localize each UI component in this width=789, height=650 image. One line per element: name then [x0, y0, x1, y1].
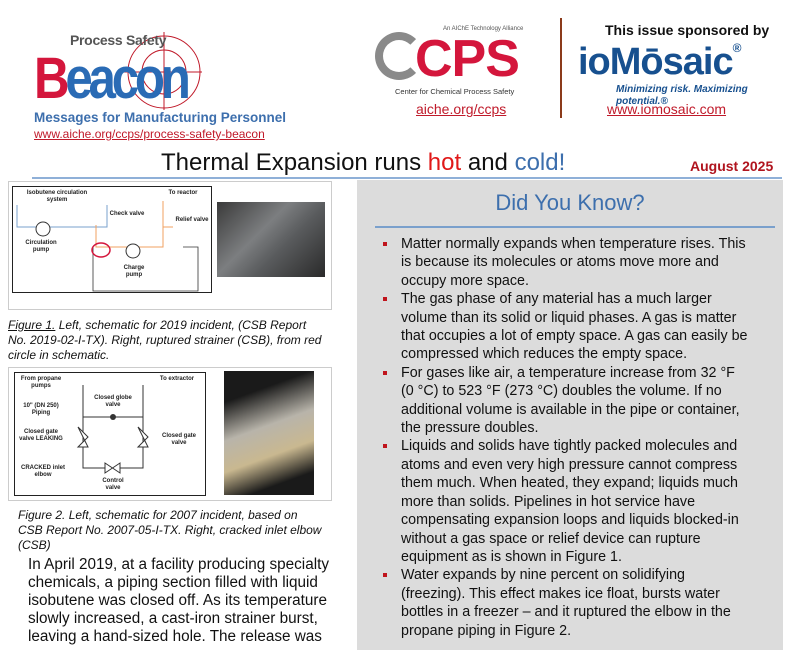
label-circulation-pump: Circulation pump [25, 240, 57, 253]
caption-line: CSB Report No. 2007-05-I-TX. Right, crac… [18, 523, 322, 537]
title-part1: Thermal Expansion runs [161, 149, 428, 176]
ccps-logo: An AIChE Technology Alliance CPS Center … [375, 26, 535, 98]
iomosaic-name: ioMōsaic [578, 41, 734, 83]
target-icon [124, 32, 202, 110]
bullet-line: without a gas space or relief device can… [401, 530, 701, 547]
bullet-line: that occupies a lot of empty space. A ga… [401, 328, 748, 345]
figure2-schematic: From propane pumps To extractor Closed g… [14, 372, 206, 496]
bullet-line: Matter normally expands when temperature… [401, 236, 746, 252]
beacon-logo-word: Beacon [34, 50, 191, 108]
cracked-elbow-photo [224, 371, 314, 495]
bullet-item: Matter normally expands when temperature… [383, 235, 783, 290]
label-check-valve: Check valve [109, 211, 145, 217]
caption-line: circle in schematic. [8, 348, 110, 362]
label-to: To extractor [159, 376, 195, 382]
beacon-logo-b: B [34, 46, 70, 111]
caption-line: Left, schematic for 2019 incident, (CSB … [55, 318, 307, 332]
bullet-line: atoms and even very high pressure cannot… [401, 456, 738, 473]
caption-line: No. 2019-02-I-TX). Right, ruptured strai… [8, 333, 322, 347]
label-reactor: To reactor [168, 190, 198, 196]
ccps-subtitle: Center for Chemical Process Safety [395, 87, 515, 96]
figure1-piping-diagram [16, 201, 199, 292]
ccps-word: CPS [415, 30, 520, 88]
bullet-line: the pressure doubles. [401, 420, 539, 437]
bullet-line: is because its molecules or atoms move m… [401, 254, 719, 271]
sponsor-tagline: Minimizing risk. Maximizing potential.® [616, 84, 748, 107]
sponsor-label: This issue sponsored by [605, 22, 770, 38]
caption-line: Figure 2. Left, schematic for 2007 incid… [18, 508, 298, 522]
bullet-item: Water expands by nine percent on solidif… [383, 566, 783, 640]
figure1: Isobutene circulation system Check valve… [8, 181, 332, 310]
sponsor-link[interactable]: www.iomosaic.com [607, 101, 727, 117]
panel-rule [375, 226, 775, 228]
bullet-item: The gas phase of any material has a much… [383, 290, 783, 364]
article-body: In April 2019, at a facility producing s… [28, 556, 329, 646]
body-line: leaving a hand-sized hole. The release w… [28, 628, 322, 645]
label-gate-right: Closed gate valve [161, 433, 196, 446]
bullet-line: compressed which reduces the empty space… [401, 346, 688, 363]
body-line: isobutene was closed off. As its tempera… [28, 592, 328, 609]
bullet-line: propane piping in Figure 2. [401, 622, 572, 639]
iomosaic-logo: ioMōsaic® [578, 41, 742, 83]
bullet-line: Liquids and solids have tightly packed m… [401, 438, 738, 455]
label-piping: 10" (DN 250) Piping [23, 403, 59, 416]
issue-date: August 2025 [690, 158, 774, 174]
bullet-item: For gases like air, a temperature increa… [383, 364, 783, 438]
beacon-logo-rest: eacon [65, 46, 190, 111]
registered-mark: ® [732, 41, 742, 55]
bullet-line: volume than its solid or liquid phases. … [401, 309, 737, 326]
bullet-line: equipment as is shown in Figure 1. [401, 548, 622, 565]
ccps-alliance: An AIChE Technology Alliance [443, 26, 524, 32]
beacon-logo-top: Process Safety [70, 32, 167, 48]
header-divider [560, 18, 562, 118]
body-line: chemicals, a piping section filled with … [28, 574, 318, 591]
beacon-link[interactable]: www.aiche.org/ccps/process-safety-beacon [34, 127, 265, 141]
label-system: Isobutene circulation system [26, 190, 88, 203]
bullet-line: bottles in a freezer – and it ruptured t… [401, 604, 731, 621]
title-part2: and [461, 149, 515, 176]
bullet-line: them much. When heated, they expand; liq… [401, 475, 738, 492]
bullet-list: Matter normally expands when temperature… [383, 235, 783, 640]
bullet-line: compensating expansion loops and liquids… [401, 512, 739, 529]
title-rule [32, 177, 782, 179]
label-control-valve: Control valve [102, 478, 124, 491]
bullet-line: (0 °C) to 523 °F (273 °C) doubles the vo… [401, 383, 722, 400]
page-title: Thermal Expansion runs hot and cold! [161, 150, 565, 176]
ruptured-strainer-photo [217, 202, 325, 277]
body-line: slowly increased, a cast-iron strainer b… [28, 610, 318, 627]
label-elbow: CRACKED inlet elbow [20, 465, 65, 478]
bullet-line: Water expands by nine percent on solidif… [401, 567, 685, 584]
did-you-know-panel: Did You Know? Matter normally expands wh… [357, 180, 783, 650]
title-cold: cold! [514, 149, 566, 176]
panel-heading: Did You Know? [495, 190, 645, 215]
figure1-schematic: Isobutene circulation system Check valve… [12, 186, 212, 293]
tagline: Messages for Manufacturing Personnel [34, 110, 287, 125]
body-line: In April 2019, at a facility producing s… [28, 556, 330, 573]
figure1-caption: Figure 1. Left, schematic for 2019 incid… [8, 318, 321, 363]
label-charge-pump: Charge pump [123, 265, 145, 278]
caption-line: (CSB) [18, 538, 51, 552]
figure2-piping-diagram [76, 385, 149, 474]
ccps-link[interactable]: aiche.org/ccps [416, 101, 507, 117]
bullet-line: more than solids. Pipelines in hot servi… [401, 493, 696, 510]
label-globe-valve: Closed globe valve [94, 395, 132, 408]
bullet-line: (freezing). This effect makes ice float,… [401, 585, 720, 602]
label-gate-left: Closed gate valve LEAKING [19, 429, 63, 442]
figure1-label: Figure 1. [8, 318, 56, 332]
figure2-caption: Figure 2. Left, schematic for 2007 incid… [18, 508, 321, 553]
bullet-item: Liquids and solids have tightly packed m… [383, 437, 783, 566]
bullet-line: The gas phase of any material has a much… [401, 291, 712, 308]
label-from: From propane pumps [20, 376, 62, 389]
bullet-line: additional volume is available in the pi… [401, 401, 740, 418]
figure2: From propane pumps To extractor Closed g… [8, 367, 332, 501]
title-hot: hot [427, 149, 462, 176]
label-relief-valve: Relief valve [175, 217, 209, 223]
ccps-c-mark-icon [375, 32, 423, 80]
bullet-line: For gases like air, a temperature increa… [401, 364, 735, 381]
bullet-line: occupy more space. [401, 272, 529, 289]
beacon-logo: Process Safety Beacon [34, 28, 202, 110]
